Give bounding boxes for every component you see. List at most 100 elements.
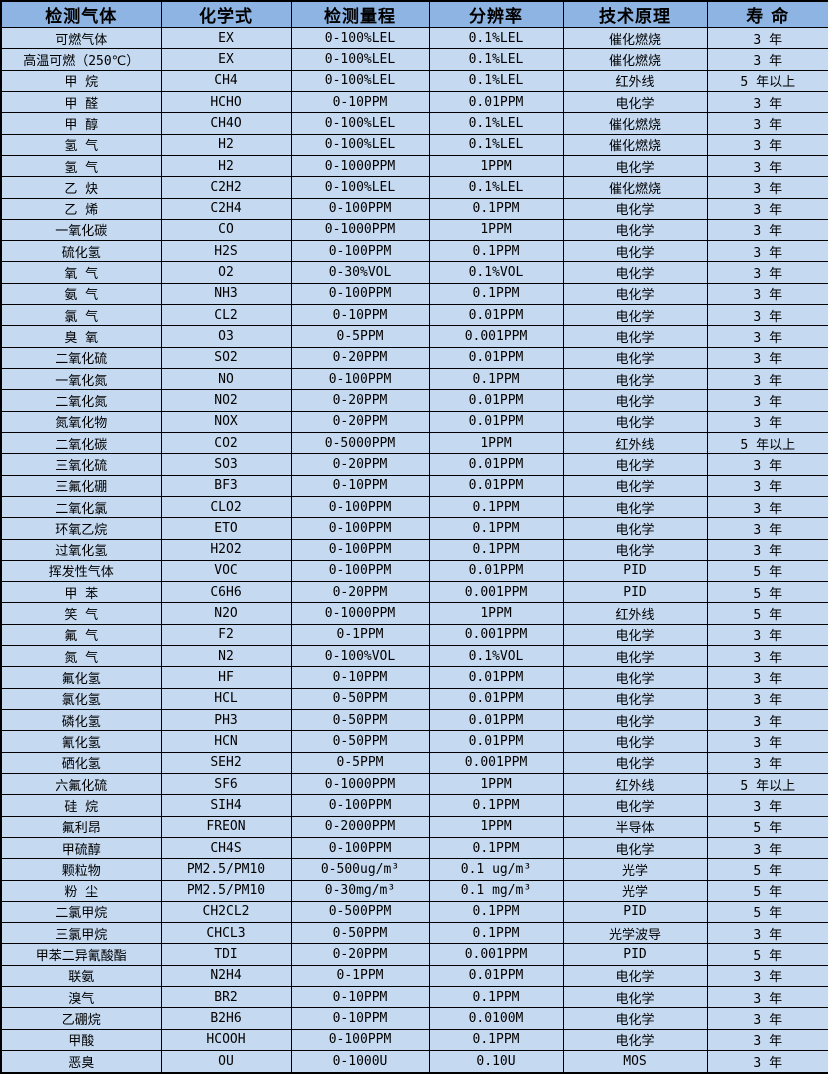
cell: BR2 [160,986,292,1009]
column-header: 寿 命 [706,0,828,28]
column-header: 检测气体 [0,0,162,28]
table-row: 甲 醇 CH4O 0-100%LEL 0.1%LEL 催化燃烧 3 年 [0,112,828,135]
cell: HCL [160,687,292,711]
cell: 甲 苯 [0,581,162,604]
table-row: 挥发性气体 VOC 0-100PPM 0.01PPM PID 5 年 [0,559,828,583]
cell: 0-100PPM [290,197,430,220]
table-row: 氰化氢 HCN 0-50PPM 0.01PPM 电化学 3 年 [0,730,828,753]
cell: 氮氧化物 [0,410,162,433]
cell: 电化学 [562,538,708,561]
cell: 5 年以上 [706,69,828,92]
column-header: 化学式 [160,0,292,28]
cell: 0-5PPM [290,751,430,774]
cell: 0-20PPM [290,453,430,476]
cell: SIH4 [160,794,292,817]
cell: 0.01PPM [428,453,564,476]
cell: C6H6 [160,581,292,604]
cell: 1PPM [428,431,564,455]
cell: 电化学 [562,495,708,519]
cell: 电化学 [562,410,708,433]
cell: 0-5PPM [290,325,430,348]
cell: 0-50PPM [290,687,430,711]
cell: 0.1PPM [428,367,564,391]
table-row: 氢 气 H2 0-1000PPM 1PPM 电化学 3 年 [0,154,828,178]
cell: 1PPM [428,815,564,838]
cell: 硅 烷 [0,794,162,817]
cell: 3 年 [706,282,828,306]
cell: 电化学 [562,154,708,178]
cell: 0-100%LEL [290,133,430,156]
cell: 催化燃烧 [562,48,708,71]
cell: 3 年 [706,133,828,156]
table-row: 硒化氢 SEH2 0-5PPM 0.001PPM 电化学 3 年 [0,751,828,774]
cell: NO2 [160,389,292,412]
cell: NO [160,367,292,391]
cell: SEH2 [160,751,292,774]
cell: 臭 氧 [0,325,162,348]
cell: 3 年 [706,964,828,988]
cell: 3 年 [706,367,828,391]
cell: 0.1PPM [428,282,564,306]
cell: 0.1PPM [428,922,564,945]
cell: H2O2 [160,538,292,561]
cell: 笑 气 [0,602,162,625]
cell: 甲硫醇 [0,836,162,860]
cell: 乙 炔 [0,176,162,199]
cell: 氟利昂 [0,815,162,838]
cell: 0.01PPM [428,304,564,327]
table-row: 三氧化硫 SO3 0-20PPM 0.01PPM 电化学 3 年 [0,453,828,476]
cell: PM2.5/PM10 [160,879,292,902]
cell: 0-1000PPM [290,154,430,178]
cell: H2 [160,154,292,178]
cell: 5 年 [706,602,828,625]
cell: 3 年 [706,240,828,263]
cell: FREON [160,815,292,838]
cell: 0.10U [428,1050,564,1074]
cell: 0-100%LEL [290,112,430,135]
cell: CH2CL2 [160,900,292,924]
cell: 0.1PPM [428,517,564,540]
column-header: 技术原理 [562,0,708,28]
table-row: 乙 烯 C2H4 0-100PPM 0.1PPM 电化学 3 年 [0,197,828,220]
cell: 0.1 ug/m³ [428,858,564,881]
table-row: 二氧化氮 NO2 0-20PPM 0.01PPM 电化学 3 年 [0,389,828,412]
column-header: 检测量程 [290,0,430,28]
cell: 电化学 [562,964,708,988]
cell: F2 [160,623,292,647]
column-header: 分辨率 [428,0,564,28]
cell: CO2 [160,431,292,455]
cell: HCOOH [160,1028,292,1052]
cell: 5 年 [706,900,828,924]
table-row: 氟化氢 HF 0-10PPM 0.01PPM 电化学 3 年 [0,666,828,689]
cell: SF6 [160,772,292,796]
cell: 甲苯二异氰酸酯 [0,943,162,966]
table-row: 环氧乙烷 ETO 0-100PPM 0.1PPM 电化学 3 年 [0,517,828,540]
cell: 0-30mg/m³ [290,879,430,902]
cell: 0.1PPM [428,794,564,817]
cell: 电化学 [562,389,708,412]
cell: 二氧化碳 [0,431,162,455]
cell: MOS [562,1050,708,1074]
cell: 3 年 [706,197,828,220]
cell: 3 年 [706,453,828,476]
cell: 一氧化氮 [0,367,162,391]
table-row: 三氯甲烷 CHCL3 0-50PPM 0.1PPM 光学波导 3 年 [0,922,828,945]
cell: 过氧化氢 [0,538,162,561]
cell: N2O [160,602,292,625]
table-row: 六氟化硫 SF6 0-1000PPM 1PPM 红外线 5 年以上 [0,772,828,796]
cell: 电化学 [562,836,708,860]
cell: 0.1 mg/m³ [428,879,564,902]
cell: 氧 气 [0,261,162,284]
table-row: 甲硫醇 CH4S 0-100PPM 0.1PPM 电化学 3 年 [0,836,828,860]
cell: 光学 [562,858,708,881]
cell: PID [562,581,708,604]
cell: PID [562,559,708,583]
cell: O2 [160,261,292,284]
cell: 3 年 [706,1007,828,1030]
cell: 催化燃烧 [562,176,708,199]
cell: 0-10PPM [290,986,430,1009]
cell: 0-100PPM [290,367,430,391]
cell: 3 年 [706,794,828,817]
cell: 电化学 [562,666,708,689]
